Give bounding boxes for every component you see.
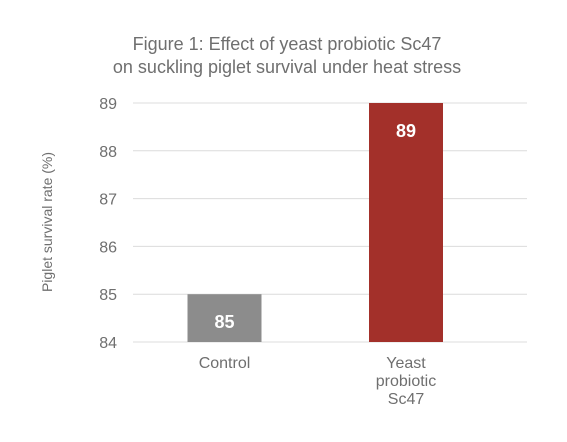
y-tick-label: 86 — [99, 239, 117, 256]
y-tick-label: 88 — [99, 144, 117, 161]
data-labels: 85 89 — [214, 121, 416, 332]
y-tick-label: 85 — [99, 287, 117, 304]
chart-title-line-2: on suckling piglet survival under heat s… — [113, 57, 461, 77]
category-label: probiotic — [376, 373, 436, 390]
y-tick-label: 84 — [99, 335, 117, 352]
category-label: Yeast — [386, 355, 426, 372]
chart-title-line-1: Figure 1: Effect of yeast probiotic Sc47 — [133, 34, 442, 54]
data-label: 85 — [214, 312, 234, 332]
category-label: Control — [199, 355, 251, 372]
data-label: 89 — [396, 121, 416, 141]
bars — [187, 103, 443, 342]
bar-1 — [369, 103, 443, 342]
y-tick-label: 87 — [99, 192, 117, 209]
category-label: Sc47 — [388, 391, 425, 408]
y-tick-label: 89 — [99, 96, 117, 113]
chart-title: Figure 1: Effect of yeast probiotic Sc47… — [113, 34, 461, 77]
y-axis-ticks: 84 85 86 87 88 89 — [99, 96, 117, 352]
bar-0 — [187, 294, 262, 342]
y-axis-label: Piglet survival rate (%) — [39, 152, 55, 292]
